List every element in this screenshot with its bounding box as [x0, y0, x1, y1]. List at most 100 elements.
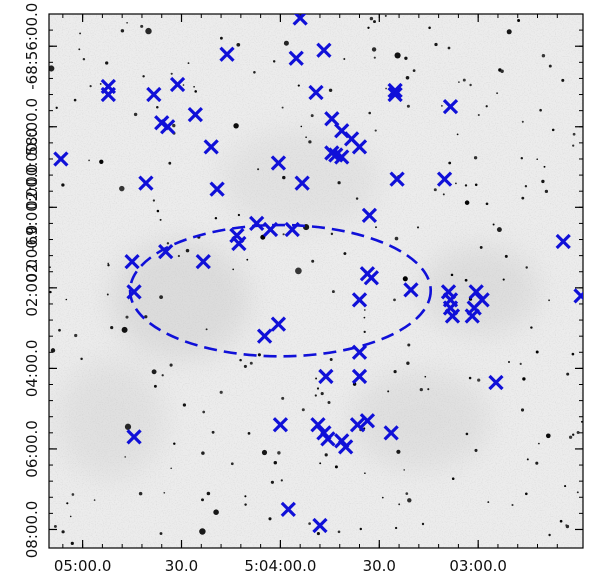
star-dot [99, 82, 102, 85]
star-dot [387, 390, 390, 393]
x-marker [169, 76, 186, 93]
star-dot [82, 57, 86, 61]
x-marker [231, 235, 247, 252]
star-dot [300, 125, 303, 128]
star-dot [69, 515, 72, 518]
star-dot [244, 495, 247, 498]
star-dot [394, 526, 398, 530]
star-dot [169, 363, 173, 367]
star-dot [142, 75, 145, 78]
star-dot [440, 104, 443, 107]
star-dot [487, 501, 490, 504]
star-dot [428, 26, 431, 30]
star-dot [233, 123, 239, 129]
star-dot [394, 236, 399, 241]
star-dot [168, 161, 172, 165]
star-dot [261, 449, 268, 456]
star-dot [311, 259, 315, 263]
x-marker [387, 82, 403, 99]
x-marker [442, 98, 459, 115]
x-marker [474, 292, 490, 308]
star-dot [407, 498, 412, 503]
star-dot [331, 290, 335, 294]
star-dot [393, 298, 396, 302]
star-dot [237, 213, 241, 217]
star-dot [568, 435, 573, 439]
star-dot [580, 420, 583, 423]
star-dot [295, 267, 302, 275]
star-dot [572, 144, 575, 147]
star-dot [329, 358, 333, 361]
star-dot [249, 361, 253, 365]
star-dot [244, 503, 247, 506]
star-dot [253, 71, 256, 74]
star-dot [541, 179, 545, 184]
star-dot [163, 491, 166, 494]
x-marker [138, 175, 154, 191]
star-dot [469, 83, 472, 87]
star-dot [576, 431, 580, 434]
star-dot [202, 410, 206, 414]
star-dot [337, 181, 341, 185]
star-dot [462, 78, 466, 82]
y-tick-label: -68:56:00.0 [23, 3, 41, 90]
star-dot [110, 326, 114, 330]
star-dot [153, 384, 157, 388]
star-dot [545, 433, 551, 439]
x-marker [146, 86, 162, 103]
star-dot [49, 65, 55, 72]
star-dot [206, 491, 211, 496]
star-dot [496, 227, 502, 233]
star-dot [576, 491, 579, 494]
x-marker [160, 119, 176, 135]
star-dot [73, 98, 77, 102]
star-dot [159, 295, 163, 299]
x-marker [389, 171, 405, 187]
x-marker [280, 501, 296, 517]
star-dot [260, 234, 266, 240]
star-dot [119, 185, 125, 192]
star-dot [246, 258, 249, 261]
star-dot [367, 26, 370, 29]
star-dot [572, 433, 575, 436]
star-dot [74, 333, 78, 338]
star-dot [394, 52, 401, 59]
x-marker [256, 328, 273, 344]
star-dot [93, 499, 96, 501]
star-dot [305, 136, 307, 139]
star-dot [230, 462, 234, 466]
star-dot [359, 527, 363, 531]
star-dot [315, 377, 318, 380]
star-dot [199, 528, 206, 535]
star-dot [381, 496, 384, 499]
star-dot [371, 47, 377, 52]
star-dot [373, 20, 376, 24]
x-tick-label: 30.0 [363, 557, 396, 575]
star-dot [458, 81, 460, 83]
x-marker [387, 86, 403, 103]
star-dot [468, 376, 472, 380]
star-dot [539, 108, 542, 112]
star-dot [548, 299, 550, 302]
star-dot [442, 193, 445, 196]
plot-frame [48, 13, 584, 549]
star-dot [355, 197, 359, 200]
x-marker [100, 86, 116, 103]
star-dot [173, 442, 176, 445]
x-marker [308, 84, 324, 101]
star-dot [524, 185, 528, 188]
star-dot [282, 233, 285, 236]
star-dot [161, 374, 164, 377]
x-marker [318, 368, 334, 385]
x-marker [363, 270, 380, 286]
star-dot [282, 175, 286, 180]
star-dot [324, 453, 328, 457]
star-dot [477, 378, 481, 382]
star-dot [170, 72, 173, 75]
star-dot [120, 29, 125, 33]
star-dot [404, 56, 408, 60]
x-marker [219, 46, 235, 62]
star-dot [53, 524, 57, 528]
star-dot [521, 120, 524, 123]
